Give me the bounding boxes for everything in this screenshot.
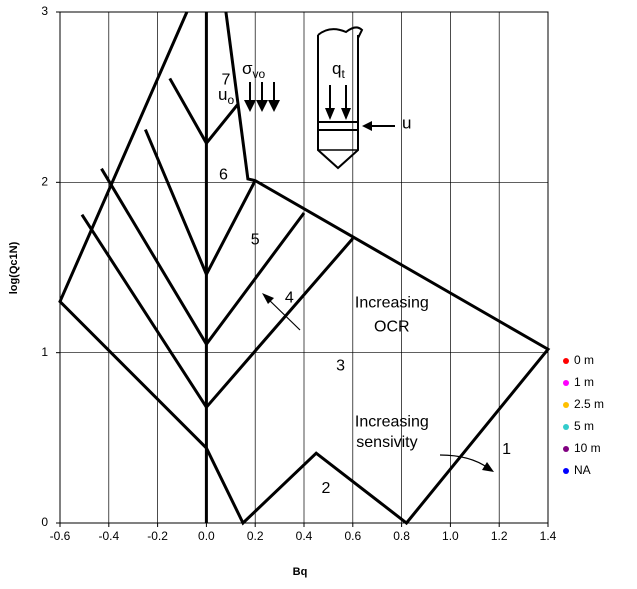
legend-marker [563, 468, 569, 474]
legend-label: NA [574, 463, 591, 477]
probe-label-sub: t [341, 67, 345, 81]
probe-label-sub: vo [253, 67, 266, 81]
annotation: 2 [322, 480, 331, 497]
annotation: 4 [285, 289, 294, 306]
legend-marker [563, 424, 569, 430]
annotation: 3 [336, 358, 345, 375]
legend-marker [563, 358, 569, 364]
probe-label-sub: o [227, 93, 234, 107]
chart: Bq log(Qc1N) uo σvo qt u -0.6 -0.4 -0.2 0.0… [0, 0, 637, 584]
x-tick-label: -0.4 [98, 529, 119, 543]
probe-label: qt [332, 59, 345, 81]
zone-boundary [101, 169, 304, 344]
annotation: 1 [502, 441, 511, 458]
zone-boundary [145, 130, 255, 275]
y-axis-label: log(Qc1N) [8, 241, 20, 294]
probe-diagram [244, 27, 494, 472]
annotation: OCR [374, 318, 410, 335]
probe-label-text: σ [242, 59, 253, 78]
y-tick-label: 1 [41, 345, 48, 359]
x-tick-label: 0.4 [296, 529, 313, 543]
legend-label: 2.5 m [574, 397, 604, 411]
y-tick-label: 0 [41, 515, 48, 529]
annotation: 5 [251, 231, 260, 248]
probe-label: uo [218, 85, 234, 107]
x-tick-label: 1.2 [491, 529, 508, 543]
annotation: 7 [221, 71, 230, 88]
legend-marker [563, 380, 569, 386]
x-tick-label: -0.2 [147, 529, 168, 543]
legend-label: 10 m [574, 441, 601, 455]
x-tick-label: 0.2 [247, 529, 264, 543]
x-tick-label: -0.6 [50, 529, 71, 543]
x-tick-label: 1.4 [540, 529, 557, 543]
x-tick-label: 0.0 [198, 529, 215, 543]
annotation: Increasing [355, 414, 429, 431]
x-axis-label: Bq [293, 566, 308, 578]
x-tick-label: 0.6 [344, 529, 361, 543]
probe-label-text: q [332, 59, 341, 78]
legend-marker [563, 402, 569, 408]
probe-label: u [402, 113, 411, 132]
legend-label: 5 m [574, 419, 594, 433]
annotation: Increasing [355, 294, 429, 311]
legend-label: 1 m [574, 375, 594, 389]
y-tick-label: 3 [41, 4, 48, 18]
probe-label: σvo [242, 59, 266, 81]
annotation: sensivity [356, 434, 417, 451]
zone-boundary [82, 215, 353, 407]
x-tick-label: 0.8 [393, 529, 410, 543]
x-tick-label: 1.0 [442, 529, 459, 543]
annotation: 6 [219, 167, 228, 184]
legend-marker [563, 446, 569, 452]
legend-label: 0 m [574, 353, 594, 367]
y-tick-label: 2 [41, 175, 48, 189]
